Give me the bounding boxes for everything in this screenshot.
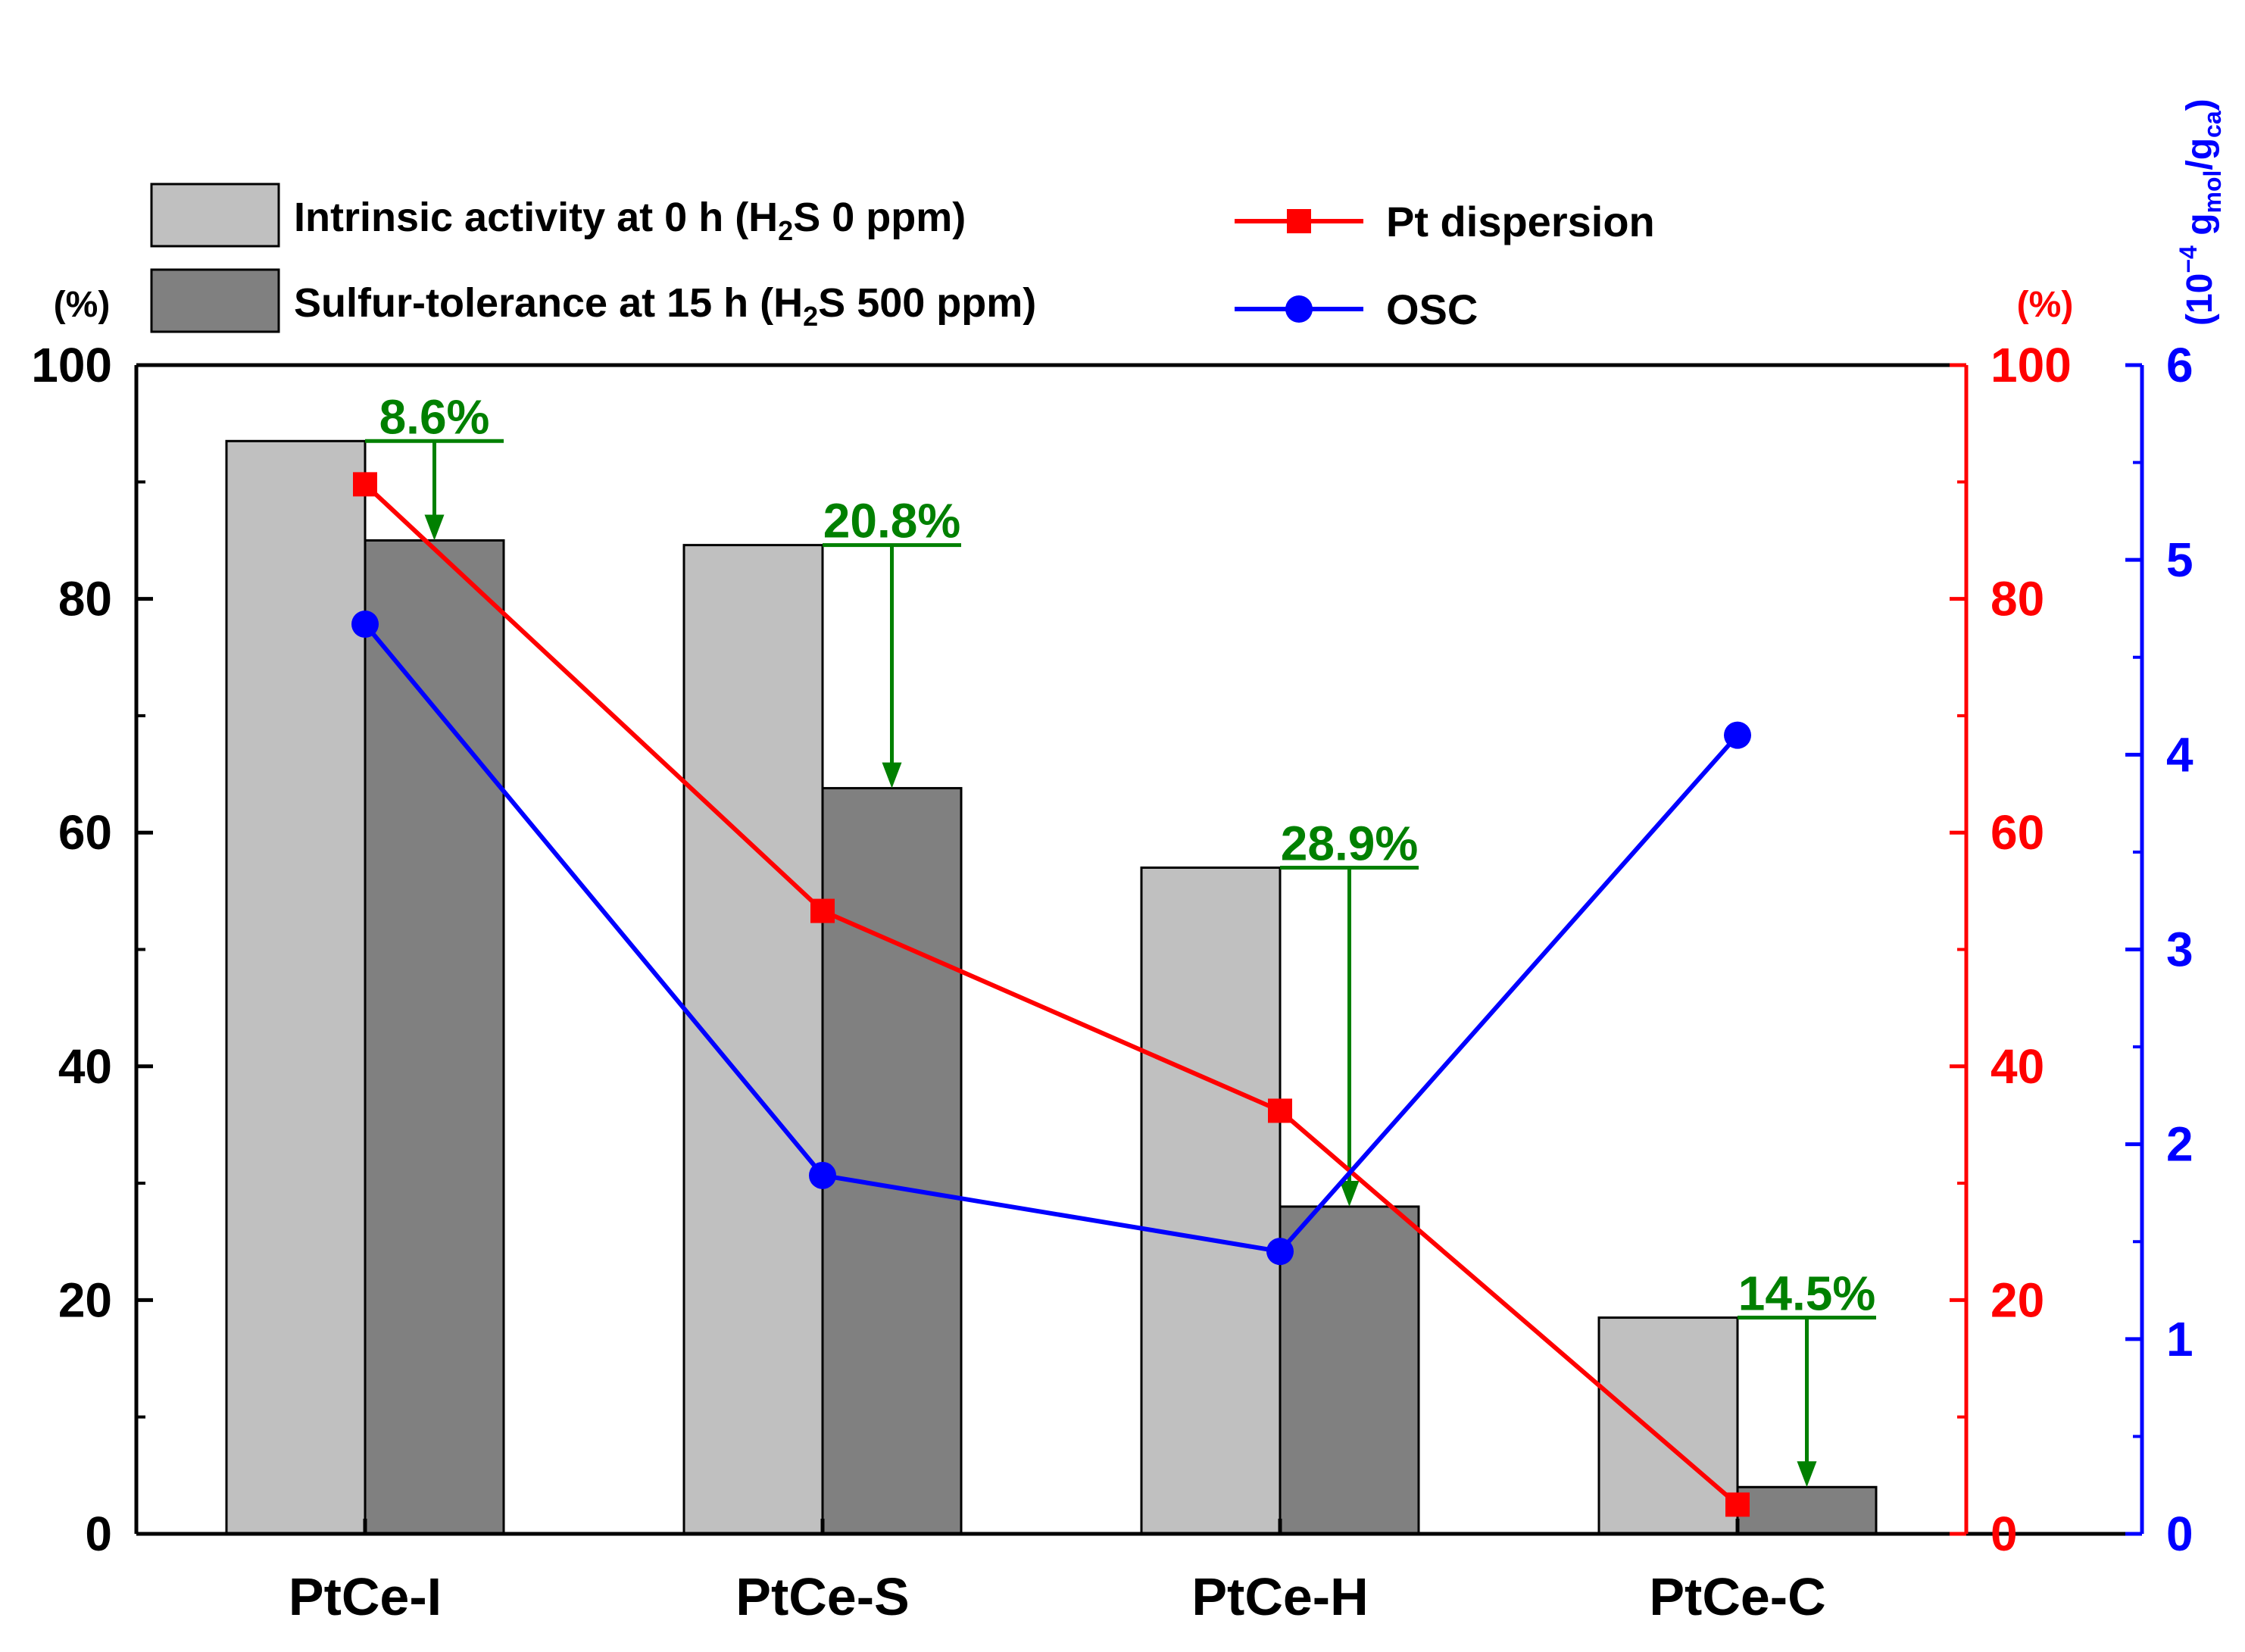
- marker-pt-dispersion-ptce-h: [1268, 1098, 1292, 1123]
- legend-item-intrinsic: Intrinsic activity at 0 h (H2S 0 ppm): [150, 183, 966, 248]
- drop-annotation-ptce-i: 8.6%: [365, 389, 504, 541]
- legend-label: Intrinsic activity at 0 h (H2S 0 ppm): [294, 195, 966, 246]
- drop-annotation-ptce-s: 20.8%: [823, 494, 961, 789]
- marker-pt-dispersion-ptce-s: [810, 898, 835, 923]
- legend-swatch: [150, 183, 280, 248]
- right2-tick-label: 0: [2166, 1507, 2193, 1561]
- legend-label-pre: Sulfur-tolerance at 15 h (H: [294, 280, 803, 326]
- right2-tick-label: 6: [2166, 338, 2193, 392]
- annotations-layer: 8.6% 20.8% 28.9% 14.5%: [365, 389, 1876, 1488]
- left-tick-label: 80: [58, 572, 112, 626]
- legend-label-sub: 2: [778, 215, 793, 246]
- bar-sulfur-ptce-s: [821, 787, 963, 1535]
- right2-tick-label: 5: [2166, 532, 2193, 587]
- legend-marker: [1287, 209, 1311, 233]
- drop-label-ptce-h: 28.9%: [1281, 816, 1418, 870]
- right2-label-close: ): [2180, 98, 2220, 111]
- marker-pt-dispersion-ptce-c: [1725, 1492, 1750, 1517]
- bar-intrinsic-ptce-h: [1140, 866, 1282, 1535]
- left-axis-unit: (%): [54, 285, 111, 325]
- drop-annotation-ptce-c: 14.5%: [1738, 1266, 1876, 1488]
- axes-layer: 0 20 40 60 80 100 (%) 0 20 40 60 80 100 (%) 0 1 2 3 4 5 6 (10…: [31, 98, 2226, 1626]
- legend-swatch: [150, 268, 280, 333]
- right2-label-sub1: mol: [2199, 170, 2226, 214]
- series-line-osc: [363, 623, 1740, 1254]
- marker-osc-ptce-c: [1724, 721, 1751, 749]
- marker-pt-dispersion-ptce-i: [353, 472, 377, 497]
- right2-label-exponent: −4: [2175, 245, 2202, 273]
- drop-arrow-head: [424, 514, 445, 541]
- legend-item-osc: OSC: [1235, 286, 1478, 333]
- bar-sulfur-ptce-h: [1279, 1205, 1420, 1535]
- right2-tick-label: 1: [2166, 1312, 2193, 1366]
- x-tick-label-ptce-c: PtCe-C: [1649, 1567, 1825, 1626]
- right1-tick-label: 0: [1991, 1507, 2018, 1561]
- legend-label: OSC: [1386, 286, 1478, 333]
- right1-axis-unit: (%): [2017, 285, 2074, 325]
- right1-tick-label: 80: [1991, 572, 2044, 626]
- bar-sulfur-ptce-c: [1736, 1485, 1878, 1535]
- right1-tick-label: 20: [1991, 1273, 2044, 1327]
- drop-arrow-head: [882, 762, 902, 789]
- lines-layer: [351, 472, 1751, 1517]
- bar-sulfur-ptce-i: [364, 539, 505, 1535]
- x-tick-label-ptce-h: PtCe-H: [1191, 1567, 1368, 1626]
- right1-tick-label: 60: [1991, 805, 2044, 860]
- legend-item-pt-dispersion: Pt dispersion: [1235, 198, 1655, 245]
- drop-label-ptce-c: 14.5%: [1738, 1266, 1875, 1321]
- legend-label-sub: 2: [803, 301, 818, 332]
- left-tick-label: 20: [58, 1273, 112, 1327]
- legend-label-post: S 0 ppm): [793, 195, 966, 240]
- right1-tick-label: 100: [1991, 338, 2072, 392]
- left-tick-label: 40: [58, 1039, 112, 1094]
- x-tick-label-ptce-s: PtCe-S: [735, 1567, 909, 1626]
- right2-tick-label: 3: [2166, 923, 2193, 977]
- right2-label-slash: /g: [2180, 138, 2220, 170]
- legend-label: Pt dispersion: [1386, 198, 1655, 245]
- drop-arrow-head: [1339, 1180, 1360, 1207]
- legend: Intrinsic activity at 0 h (H2S 0 ppm)Sul…: [150, 183, 1655, 333]
- drop-label-ptce-i: 8.6%: [379, 389, 490, 444]
- bar-intrinsic-ptce-s: [682, 544, 824, 1535]
- drop-annotation-ptce-h: 28.9%: [1280, 816, 1419, 1207]
- bar-intrinsic-ptce-i: [225, 439, 367, 1535]
- right2-label-base: (10: [2180, 273, 2220, 326]
- bar-intrinsic-ptce-c: [1597, 1316, 1739, 1535]
- right1-tick-label: 40: [1991, 1039, 2044, 1094]
- right2-label-mid: g: [2180, 213, 2220, 245]
- x-tick-label-ptce-i: PtCe-I: [289, 1567, 442, 1626]
- right2-label-sub2: ca: [2199, 111, 2226, 138]
- marker-osc-ptce-s: [809, 1161, 836, 1189]
- right2-tick-label: 2: [2166, 1117, 2193, 1172]
- left-tick-label: 0: [85, 1507, 112, 1561]
- right2-axis-label: (10−4 gmol/gca): [2175, 98, 2226, 326]
- marker-osc-ptce-i: [351, 611, 379, 639]
- left-tick-label: 60: [58, 805, 112, 860]
- series-line-pt-dispersion: [363, 482, 1739, 1507]
- right2-tick-label: 4: [2166, 727, 2193, 782]
- marker-osc-ptce-h: [1266, 1238, 1294, 1266]
- left-tick-label: 100: [31, 338, 112, 392]
- drop-label-ptce-s: 20.8%: [823, 494, 960, 548]
- legend-marker: [1285, 295, 1313, 323]
- legend-label-pre: Intrinsic activity at 0 h (H: [294, 195, 778, 240]
- legend-label-post: S 500 ppm): [818, 280, 1036, 326]
- legend-item-sulfur: Sulfur-tolerance at 15 h (H2S 500 ppm): [150, 268, 1036, 333]
- bars-layer: [225, 439, 1878, 1535]
- legend-label: Sulfur-tolerance at 15 h (H2S 500 ppm): [294, 280, 1036, 332]
- drop-arrow-head: [1797, 1461, 1817, 1488]
